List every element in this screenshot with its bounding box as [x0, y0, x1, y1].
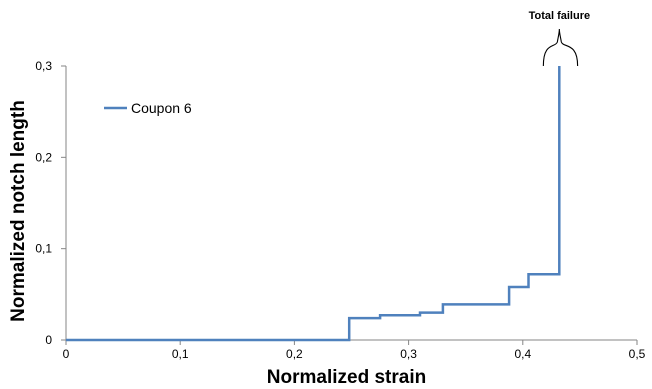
y-axis-title: Normalized notch length: [8, 100, 29, 322]
legend-label: Coupon 6: [131, 100, 192, 116]
x-tick-label: 0,5: [629, 347, 646, 361]
y-tick-label: 0,2: [35, 150, 52, 164]
x-tick-label: 0,2: [286, 347, 303, 361]
y-tick-label: 0,1: [35, 242, 52, 256]
x-tick-label: 0,1: [172, 347, 189, 361]
legend: Coupon 6: [104, 100, 192, 116]
series-layer: [66, 66, 561, 342]
y-tick-label: 0: [45, 333, 52, 347]
x-tick-label: 0,4: [514, 347, 531, 361]
y-tick-label: 0,3: [35, 59, 52, 73]
x-axis-title: Normalized strain: [267, 367, 426, 388]
x-tick-label: 0: [63, 347, 70, 361]
x-tick-label: 0,3: [400, 347, 417, 361]
annotation-brace: [542, 28, 579, 67]
annotations: Total failure: [529, 10, 591, 67]
series-line-coupon-6: [66, 66, 561, 342]
annotation-label: Total failure: [529, 10, 591, 22]
tick-labels: 0 0,1 0,2 0,3 0,4 0,5 0 0,1 0,2 0,3: [35, 59, 645, 361]
